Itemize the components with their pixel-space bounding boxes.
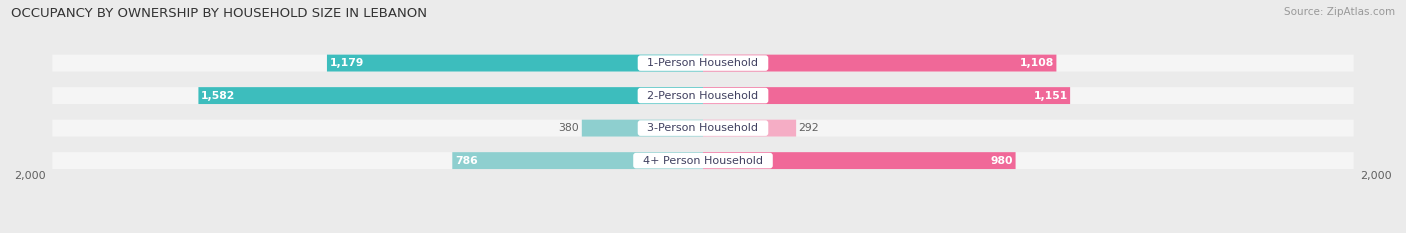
FancyBboxPatch shape [703,152,1015,169]
FancyBboxPatch shape [328,55,703,72]
FancyBboxPatch shape [703,55,1056,72]
Text: 3-Person Household: 3-Person Household [641,123,765,133]
Text: 980: 980 [990,156,1012,166]
Text: 380: 380 [558,123,579,133]
Text: 2-Person Household: 2-Person Household [641,91,765,101]
Text: 1,582: 1,582 [201,91,235,101]
FancyBboxPatch shape [52,55,1354,72]
Legend: Owner-occupied, Renter-occupied: Owner-occupied, Renter-occupied [582,229,824,233]
Text: OCCUPANCY BY OWNERSHIP BY HOUSEHOLD SIZE IN LEBANON: OCCUPANCY BY OWNERSHIP BY HOUSEHOLD SIZE… [11,7,427,20]
FancyBboxPatch shape [703,120,796,137]
Text: 786: 786 [456,156,478,166]
FancyBboxPatch shape [703,87,1070,104]
Text: 2,000: 2,000 [1361,171,1392,181]
FancyBboxPatch shape [198,87,703,104]
Text: 1,151: 1,151 [1033,91,1067,101]
Text: 4+ Person Household: 4+ Person Household [636,156,770,166]
Text: 1-Person Household: 1-Person Household [641,58,765,68]
FancyBboxPatch shape [453,152,703,169]
Text: 1,179: 1,179 [329,58,364,68]
Text: 1,108: 1,108 [1019,58,1054,68]
FancyBboxPatch shape [52,152,1354,169]
Text: 292: 292 [799,123,820,133]
Text: Source: ZipAtlas.com: Source: ZipAtlas.com [1284,7,1395,17]
FancyBboxPatch shape [582,120,703,137]
FancyBboxPatch shape [52,87,1354,104]
FancyBboxPatch shape [52,120,1354,137]
Text: 2,000: 2,000 [14,171,45,181]
